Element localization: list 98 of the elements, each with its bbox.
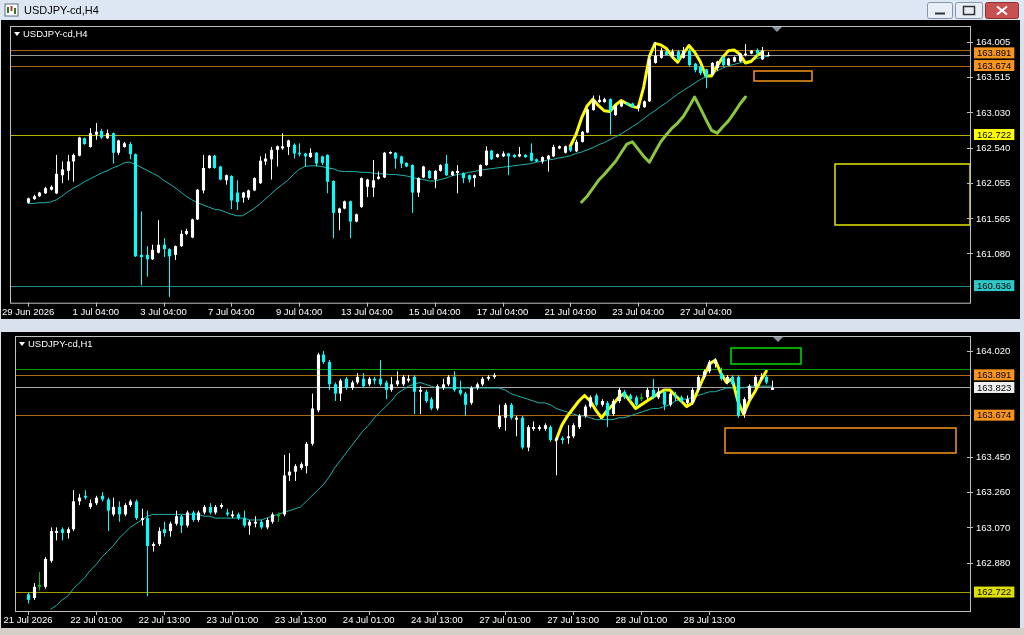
x-tick-label: 21 Jul 04:00: [544, 306, 597, 318]
candlestick: [526, 424, 531, 452]
candlestick: [435, 383, 440, 411]
x-tick-label: 28 Jul 13:00: [683, 614, 736, 626]
candlestick: [554, 435, 559, 476]
candlestick: [60, 160, 65, 184]
candlestick: [327, 359, 332, 391]
candlestick: [412, 374, 417, 415]
x-tick-label: 13 Jul 04:00: [341, 306, 393, 318]
candlestick: [365, 178, 370, 198]
candlestick: [742, 396, 747, 419]
candlestick: [179, 513, 184, 534]
candlestick: [167, 247, 172, 298]
candlestick: [497, 404, 502, 430]
candlestick: [269, 146, 274, 181]
line-series: [554, 358, 768, 442]
x-tick-label: 23 Jul 04:00: [612, 306, 664, 318]
y-tick-label: 162.880: [976, 557, 1011, 569]
candlestick: [88, 127, 93, 149]
candlestick: [304, 441, 309, 474]
ref-line-label: 162.722: [977, 128, 1012, 140]
candlestick: [371, 159, 376, 198]
candlestick: [54, 154, 59, 195]
candlestick: [156, 219, 161, 254]
candlestick: [514, 415, 519, 437]
ref-line-label: 163.891: [977, 369, 1012, 381]
x-tick-label: 3 Jul 04:00: [140, 306, 187, 318]
candlestick: [463, 391, 468, 417]
candlestick: [111, 497, 116, 517]
x-tick-label: 27 Jul 13:00: [547, 614, 600, 626]
candlestick: [111, 131, 116, 165]
candlestick: [157, 526, 162, 547]
x-tick-label: 27 Jul 04:00: [680, 306, 732, 318]
y-tick-label: 163.070: [976, 521, 1011, 533]
candlestick: [605, 400, 610, 428]
x-tick-label: 21 Jul 2026: [3, 614, 53, 626]
candlestick: [106, 497, 111, 532]
x-tick-label: 27 Jul 01:00: [479, 614, 531, 626]
ref-line-label: 163.891: [977, 47, 1012, 59]
x-tick-label: 15 Jul 04:00: [408, 306, 461, 318]
y-tick-label: 163.515: [976, 71, 1011, 83]
x-tick-label: 22 Jul 01:00: [70, 614, 123, 626]
candlestick: [662, 389, 667, 411]
ref-line-label: 163.823: [977, 381, 1012, 393]
candlestick: [433, 169, 438, 189]
y-tick-label: 163.450: [976, 451, 1011, 463]
x-tick-label: 24 Jul 13:00: [411, 614, 463, 626]
candlestick: [444, 154, 449, 177]
y-tick-label: 163.260: [976, 486, 1011, 498]
candlestick: [235, 179, 240, 211]
candlestick: [66, 154, 71, 181]
candlestick: [418, 385, 423, 415]
y-tick-label: 164.005: [976, 35, 1011, 47]
ref-line-label: 163.674: [977, 409, 1012, 421]
candlestick: [333, 381, 338, 402]
x-tick-label: 7 Jul 04:00: [208, 306, 255, 318]
x-tick-label: 29 Jun 2026: [2, 306, 55, 318]
x-tick-label: 23 Jul 13:00: [274, 614, 327, 626]
y-tick-label: 161.565: [976, 212, 1011, 224]
candlestick: [71, 152, 76, 183]
ref-line-label: 160.636: [977, 279, 1012, 291]
ref-line-label: 163.674: [977, 59, 1012, 71]
chart-title: USDJPY-cd,H4: [23, 28, 88, 40]
x-tick-label: 17 Jul 04:00: [476, 306, 529, 318]
candlestick: [608, 97, 613, 136]
x-tick-label: 28 Jul 01:00: [615, 614, 668, 626]
chart-title: USDJPY-cd,H1: [28, 338, 93, 350]
x-tick-label: 9 Jul 04:00: [275, 306, 323, 318]
x-tick-label: 23 Jul 01:00: [206, 614, 259, 626]
candlestick: [117, 500, 122, 523]
ref-line-label: 162.722: [977, 586, 1012, 598]
y-tick-label: 164.020: [976, 345, 1011, 357]
candlestick: [37, 571, 42, 592]
candlestick: [258, 155, 263, 185]
y-tick-label: 162.540: [976, 142, 1011, 154]
candlestick: [653, 41, 658, 65]
candlestick: [416, 176, 421, 198]
candlestick: [566, 424, 571, 445]
candlestick: [384, 380, 389, 400]
candlestick: [585, 108, 590, 134]
candlestick: [452, 370, 457, 393]
candlestick: [338, 378, 343, 402]
x-tick-label: 1 Jul 04:00: [72, 306, 120, 318]
line-series: [580, 95, 747, 204]
x-tick-label: 24 Jul 01:00: [342, 614, 395, 626]
candlestick: [651, 378, 656, 400]
y-tick-label: 161.080: [976, 247, 1011, 259]
candlestick: [469, 385, 474, 406]
y-tick-label: 163.030: [976, 106, 1011, 118]
candlestick: [201, 154, 206, 194]
candlestick: [503, 402, 508, 432]
candlestick: [687, 47, 692, 68]
candlestick: [484, 145, 489, 167]
y-tick-label: 162.055: [976, 177, 1011, 189]
candlestick: [348, 200, 353, 239]
candlestick: [134, 499, 139, 521]
chart-title: USDJPY-cd,H4: [24, 4, 99, 16]
x-tick-label: 22 Jul 13:00: [138, 614, 191, 626]
